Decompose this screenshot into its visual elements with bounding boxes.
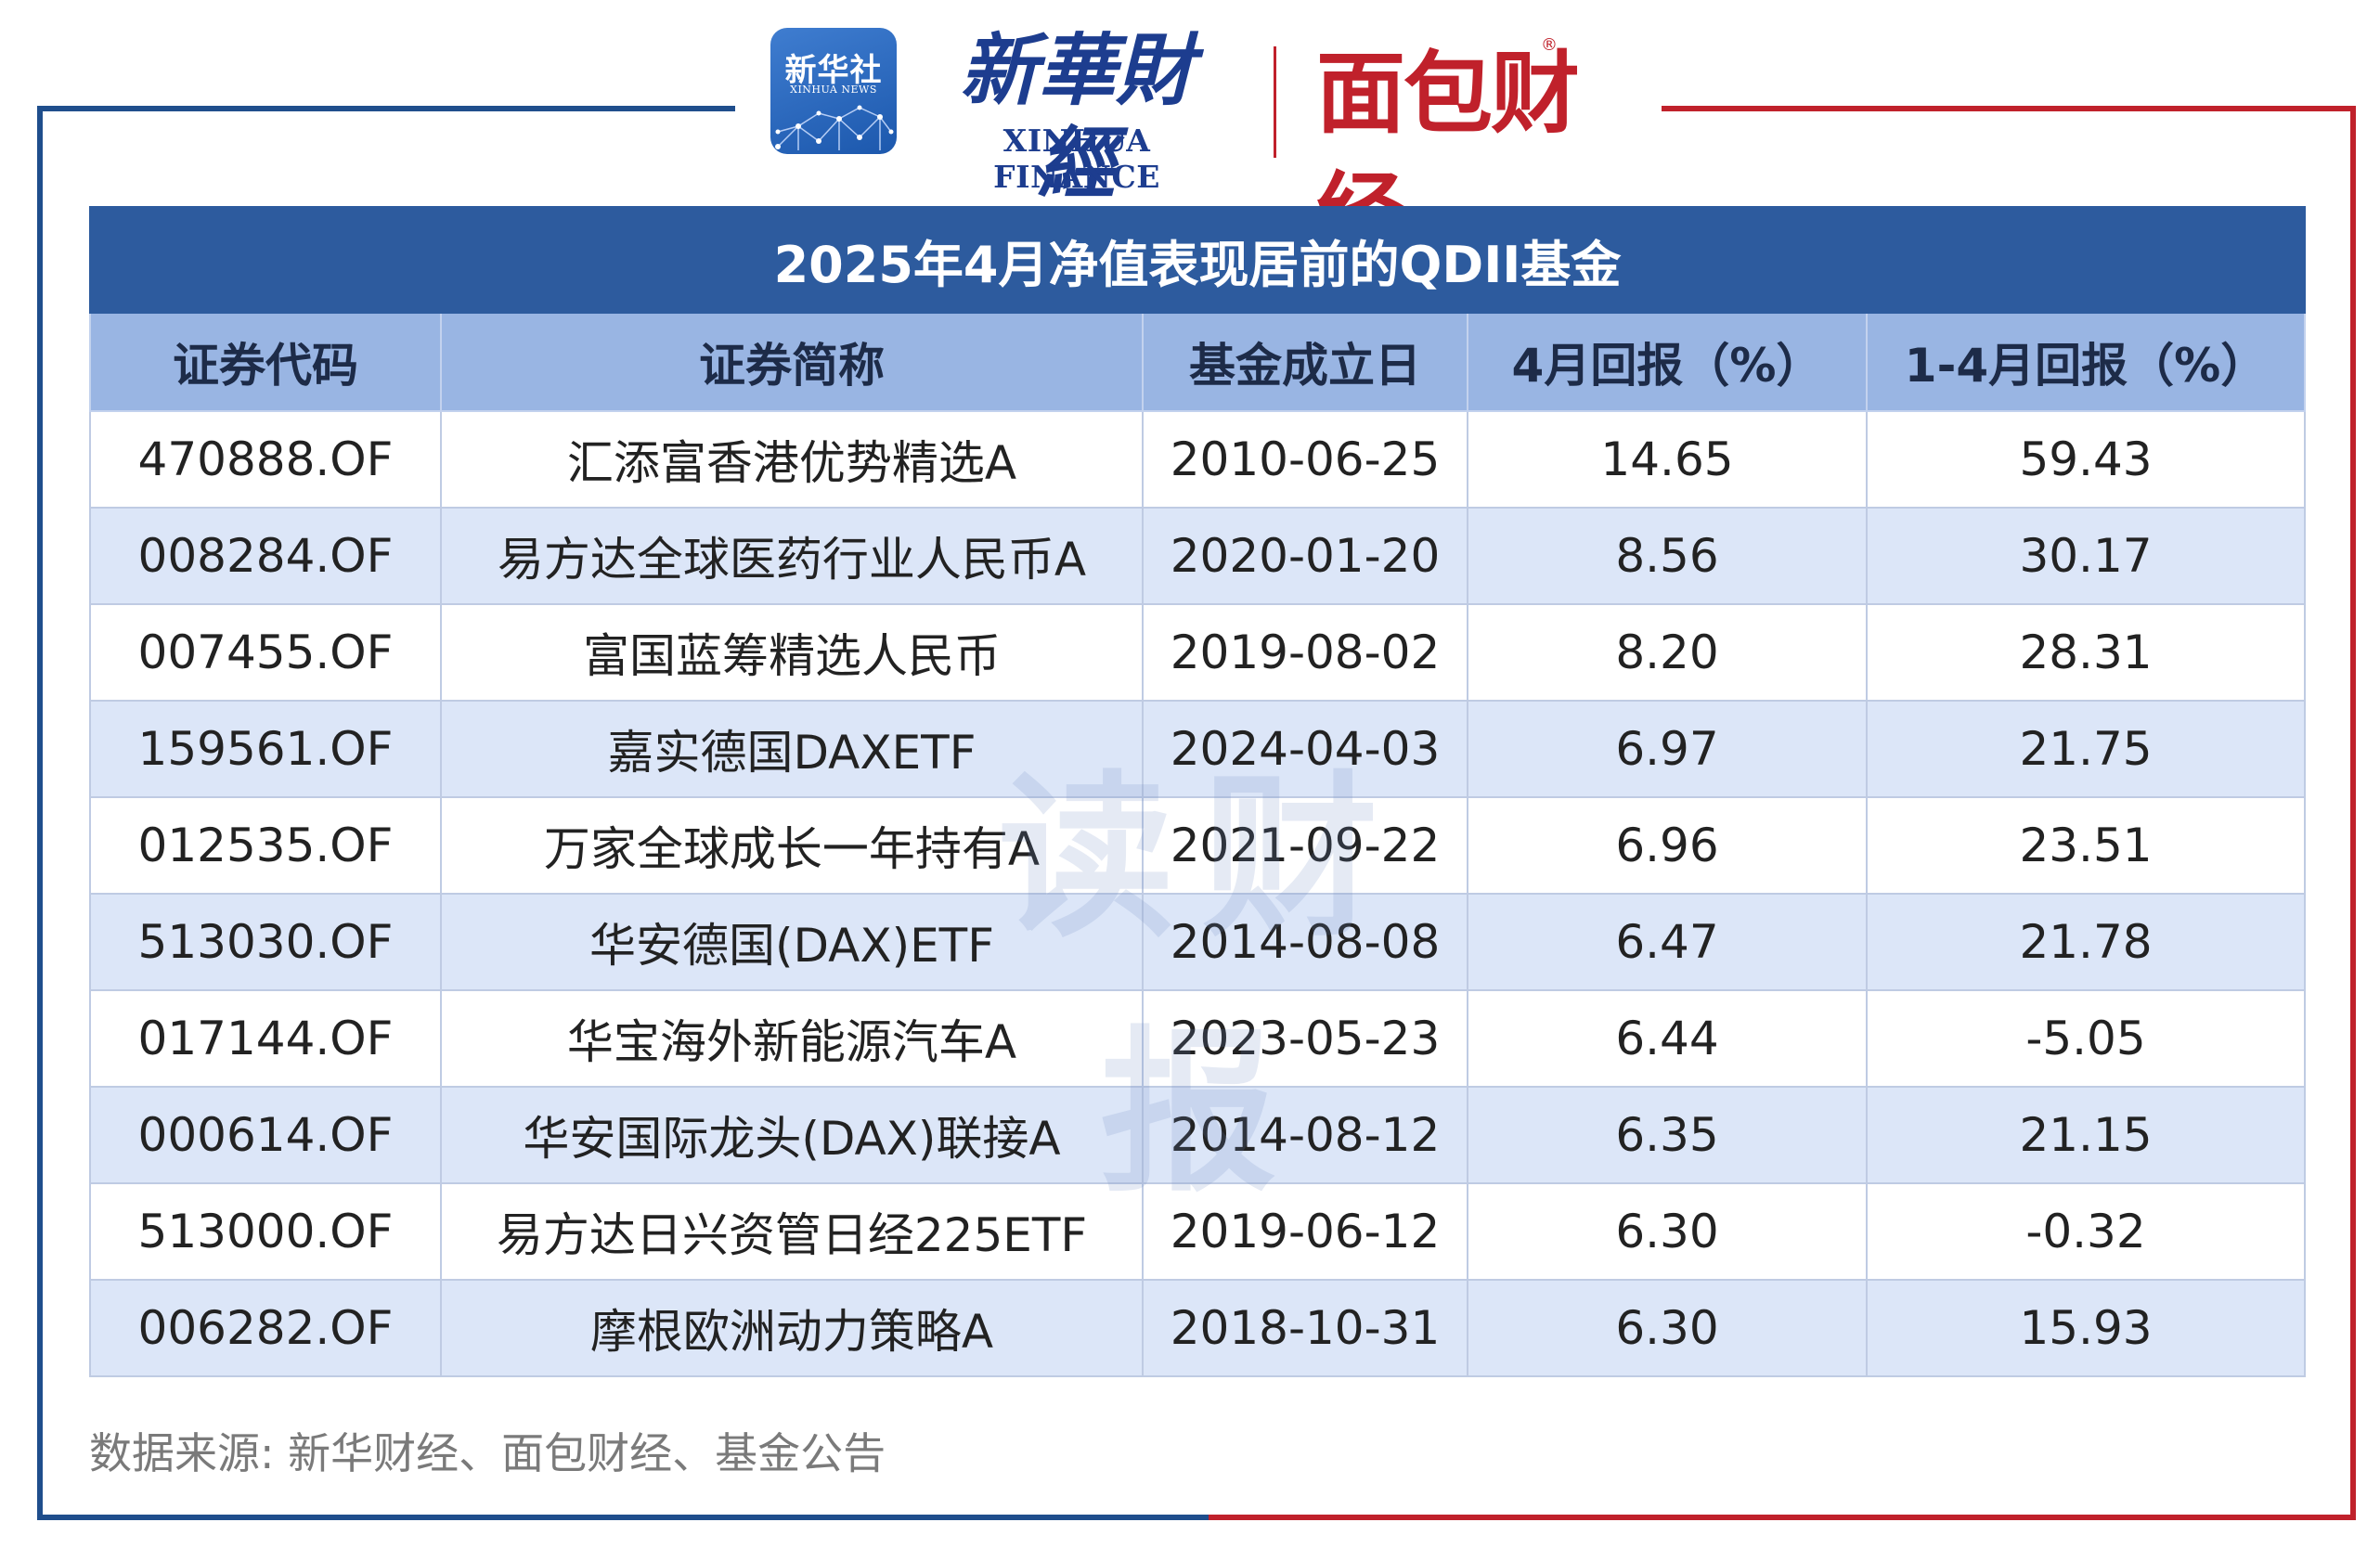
table-row: 017144.OF 华宝海外新能源汽车A 2023-05-23 6.44 -5.…: [89, 989, 2307, 1088]
cell-code: 012535.OF: [89, 796, 442, 895]
column-header-april-return: 4月回报（%）: [1467, 312, 1868, 412]
cell-name: 易方达日兴资管日经225ETF: [440, 1182, 1144, 1281]
cell-april-return: 6.30: [1467, 1182, 1868, 1281]
registered-mark: ®: [1541, 35, 1558, 55]
cell-april-return: 6.47: [1467, 893, 1868, 991]
table-row: 006282.OF 摩根欧洲动力策略A 2018-10-31 6.30 15.9…: [89, 1279, 2307, 1377]
table-row: 513030.OF 华安德国(DAX)ETF 2014-08-08 6.47 2…: [89, 893, 2307, 991]
logo-divider: [1274, 46, 1276, 158]
qdii-fund-table: 2025年4月净值表现居前的QDII基金 证券代码 证券简称 基金成立日 4月回…: [88, 206, 2307, 1377]
column-header-ytd-return: 1-4月回报（%）: [1865, 312, 2307, 412]
cell-ytd-return: 59.43: [1865, 410, 2307, 509]
cell-name: 嘉实德国DAXETF: [440, 700, 1144, 798]
frame-bottom-red-line: [1209, 1515, 2356, 1520]
frame-left-blue-line: [37, 106, 43, 1520]
cell-code: 007455.OF: [89, 603, 442, 702]
cell-code: 017144.OF: [89, 989, 442, 1088]
frame-top-blue-line: [37, 106, 735, 111]
cell-name: 易方达全球医药行业人民币A: [440, 507, 1144, 605]
cell-ytd-return: -0.32: [1865, 1182, 2307, 1281]
cell-name: 华宝海外新能源汽车A: [440, 989, 1144, 1088]
cell-code: 513000.OF: [89, 1182, 442, 1281]
table-row: 470888.OF 汇添富香港优势精选A 2010-06-25 14.65 59…: [89, 410, 2307, 509]
fund-table-container: 2025年4月净值表现居前的QDII基金 证券代码 证券简称 基金成立日 4月回…: [88, 206, 2307, 1377]
table-row: 007455.OF 富国蓝筹精选人民币 2019-08-02 8.20 28.3…: [89, 603, 2307, 702]
xinhua-badge-en-text: XINHUA NEWS: [790, 84, 877, 96]
cell-inception: 2010-06-25: [1142, 410, 1468, 509]
table-row: 000614.OF 华安国际龙头(DAX)联接A 2014-08-12 6.35…: [89, 1086, 2307, 1184]
cell-inception: 2024-04-03: [1142, 700, 1468, 798]
cell-code: 513030.OF: [89, 893, 442, 991]
cell-name: 华安国际龙头(DAX)联接A: [440, 1086, 1144, 1184]
table-header-row: 证券代码 证券简称 基金成立日 4月回报（%） 1-4月回报（%）: [89, 312, 2307, 412]
frame-top-red-line: [1662, 106, 2356, 111]
cell-april-return: 6.30: [1467, 1279, 1868, 1377]
frame-right-red-line: [2350, 106, 2356, 1520]
cell-ytd-return: -5.05: [1865, 989, 2307, 1088]
table-row: 008284.OF 易方达全球医药行业人民币A 2020-01-20 8.56 …: [89, 507, 2307, 605]
cell-april-return: 6.35: [1467, 1086, 1868, 1184]
table-title: 2025年4月净值表现居前的QDII基金: [88, 206, 2307, 314]
cell-inception: 2018-10-31: [1142, 1279, 1468, 1377]
table-row: 012535.OF 万家全球成长一年持有A 2021-09-22 6.96 23…: [89, 796, 2307, 895]
cell-code: 008284.OF: [89, 507, 442, 605]
cell-inception: 2019-08-02: [1142, 603, 1468, 702]
cell-ytd-return: 21.75: [1865, 700, 2307, 798]
xinhua-news-logo: 新华社 XINHUA NEWS: [770, 28, 897, 154]
cell-april-return: 14.65: [1467, 410, 1868, 509]
cell-inception: 2023-05-23: [1142, 989, 1468, 1088]
cell-april-return: 6.44: [1467, 989, 1868, 1088]
cell-inception: 2014-08-08: [1142, 893, 1468, 991]
cell-ytd-return: 23.51: [1865, 796, 2307, 895]
cell-code: 006282.OF: [89, 1279, 442, 1377]
cell-ytd-return: 21.78: [1865, 893, 2307, 991]
cell-ytd-return: 30.17: [1865, 507, 2307, 605]
column-header-name: 证券简称: [440, 312, 1144, 412]
xinhua-finance-logo-cn: 新華財經: [959, 24, 1194, 209]
table-row: 159561.OF 嘉实德国DAXETF 2024-04-03 6.97 21.…: [89, 700, 2307, 798]
cell-ytd-return: 15.93: [1865, 1279, 2307, 1377]
cell-inception: 2020-01-20: [1142, 507, 1468, 605]
table-row: 513000.OF 易方达日兴资管日经225ETF 2019-06-12 6.3…: [89, 1182, 2307, 1281]
cell-april-return: 8.56: [1467, 507, 1868, 605]
cell-april-return: 6.96: [1467, 796, 1868, 895]
cell-code: 000614.OF: [89, 1086, 442, 1184]
cell-ytd-return: 28.31: [1865, 603, 2307, 702]
xinhua-finance-logo-en: XINHUA FINANCE: [993, 123, 1160, 195]
cell-name: 摩根欧洲动力策略A: [440, 1279, 1144, 1377]
cell-inception: 2019-06-12: [1142, 1182, 1468, 1281]
cell-name: 华安德国(DAX)ETF: [440, 893, 1144, 991]
cell-inception: 2014-08-12: [1142, 1086, 1468, 1184]
column-header-code: 证券代码: [89, 312, 442, 412]
cell-code: 470888.OF: [89, 410, 442, 509]
frame-bottom-blue-line: [37, 1515, 1209, 1520]
cell-name: 万家全球成长一年持有A: [440, 796, 1144, 895]
column-header-inception: 基金成立日: [1142, 312, 1468, 412]
cell-code: 159561.OF: [89, 700, 442, 798]
network-icon: [775, 105, 894, 150]
cell-name: 汇添富香港优势精选A: [440, 410, 1144, 509]
xinhua-badge-cn-text: 新华社: [784, 52, 883, 89]
cell-inception: 2021-09-22: [1142, 796, 1468, 895]
cell-name: 富国蓝筹精选人民币: [440, 603, 1144, 702]
source-note: 数据来源: 新华财经、面包财经、基金公告: [89, 1428, 886, 1478]
cell-ytd-return: 21.15: [1865, 1086, 2307, 1184]
cell-april-return: 8.20: [1467, 603, 1868, 702]
cell-april-return: 6.97: [1467, 700, 1868, 798]
